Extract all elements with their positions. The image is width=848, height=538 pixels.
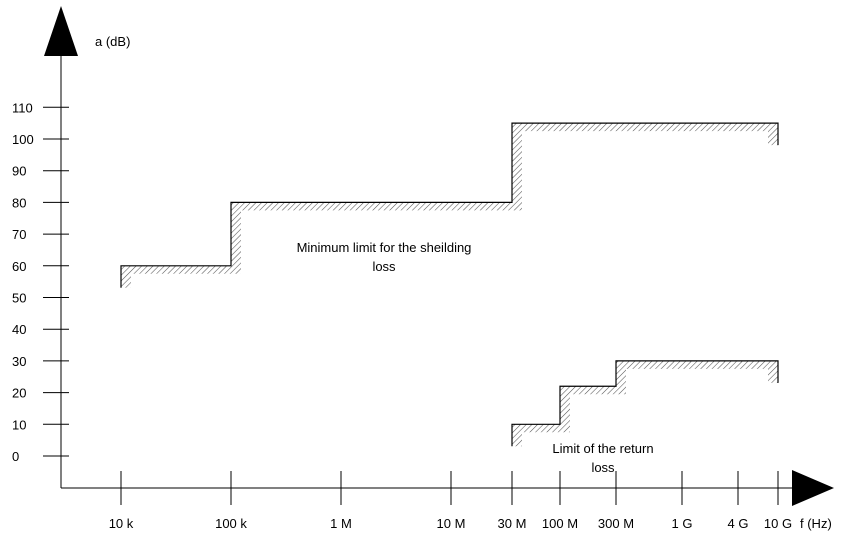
annotation-return-line2: loss — [591, 460, 615, 475]
y-tick-label: 110 — [12, 100, 33, 115]
series-hatch-band — [121, 123, 778, 288]
y-tick-label: 50 — [12, 291, 26, 306]
y-tick-label: 40 — [12, 322, 26, 337]
x-tick-label: 4 G — [728, 516, 749, 531]
annotation-shielding-line1: Minimum limit for the sheilding — [297, 240, 472, 255]
x-tick-label: 1 G — [672, 516, 693, 531]
y-tick-label: 90 — [12, 164, 26, 179]
y-tick-label: 30 — [12, 354, 26, 369]
series-line — [511, 360, 779, 447]
y-tick-label: 100 — [12, 132, 34, 147]
x-ticks: 10 k 100 k 1 M 10 M 30 M 100 M 300 M 1 G 4 G 10 G — [109, 471, 792, 531]
series-layer — [120, 122, 779, 447]
y-axis-arrow — [44, 6, 78, 56]
x-tick-label: 30 M — [498, 516, 527, 531]
x-tick-label: 10 k — [109, 516, 134, 531]
y-tick-label: 80 — [12, 195, 26, 210]
x-tick-label: 300 M — [598, 516, 634, 531]
y-tick-label: 20 — [12, 386, 26, 401]
series-line — [120, 122, 779, 288]
y-tick-label: 60 — [12, 259, 26, 274]
y-axis-title: a (dB) — [95, 34, 130, 49]
x-tick-label: 10 G — [764, 516, 792, 531]
x-axis-arrow — [792, 470, 834, 506]
series-hatch-band — [512, 360, 778, 447]
annotation-shielding-line2: loss — [372, 259, 396, 274]
x-tick-label: 1 M — [330, 516, 352, 531]
x-tick-label: 10 M — [437, 516, 466, 531]
annotation-return-line1: Limit of the return — [552, 441, 653, 456]
y-tick-label: 70 — [12, 227, 26, 242]
y-tick-label: 0 — [12, 449, 19, 464]
x-axis-title: f (Hz) — [800, 516, 832, 531]
y-tick-label: 10 — [12, 417, 26, 432]
x-tick-label: 100 k — [215, 516, 247, 531]
x-tick-label: 100 M — [542, 516, 578, 531]
